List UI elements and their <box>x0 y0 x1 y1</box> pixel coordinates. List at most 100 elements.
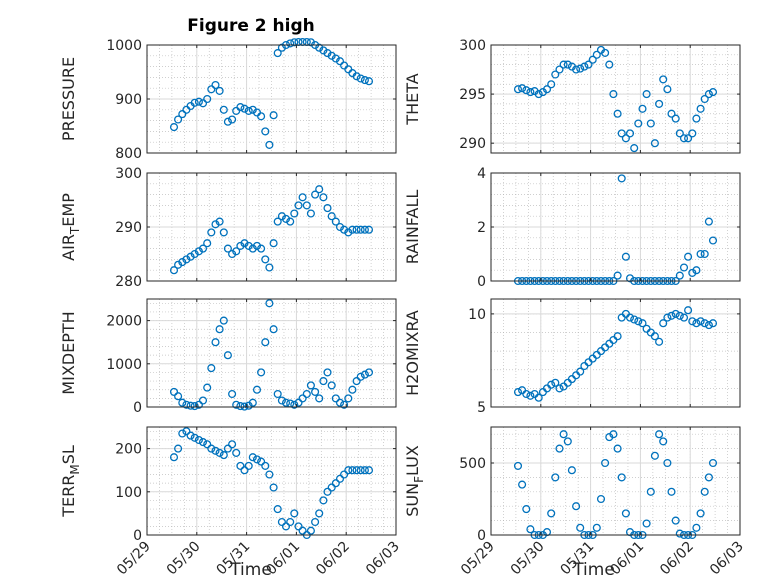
data-point <box>364 77 374 86</box>
data-point <box>302 201 311 210</box>
data-point <box>704 473 713 482</box>
data-point <box>671 516 680 525</box>
data-point <box>692 114 701 123</box>
data-point <box>621 509 630 518</box>
subplot-air-temp: 280 290 300 AIRTEMP <box>59 166 397 290</box>
data-point <box>198 438 208 447</box>
data-point <box>663 458 672 468</box>
data-point <box>207 85 216 94</box>
x-axis-label-left: Time <box>229 560 272 580</box>
data-point <box>315 394 324 403</box>
y-axis-label: MIXDEPTH <box>59 311 78 394</box>
data-point <box>311 387 320 396</box>
data-point <box>269 483 278 492</box>
data-point <box>559 60 568 69</box>
y-tick-label: 5 <box>477 400 486 416</box>
axes-box <box>146 298 397 408</box>
data-point <box>248 398 257 407</box>
data-point <box>257 244 266 253</box>
data-point <box>609 90 618 99</box>
data-point <box>675 311 684 320</box>
data-point <box>178 110 187 119</box>
data-point <box>340 470 349 479</box>
data-point <box>667 487 676 496</box>
subplot-rainfall: 0 2 4 RAINFALL <box>403 166 741 290</box>
data-point <box>298 193 307 202</box>
data-point <box>223 244 232 253</box>
data-point <box>708 458 718 468</box>
data-point <box>223 444 232 453</box>
data-point <box>634 119 643 128</box>
data-point <box>236 461 245 470</box>
axes-box <box>490 44 741 154</box>
data-point <box>551 378 560 387</box>
data-point <box>194 400 203 409</box>
data-point <box>327 212 336 221</box>
data-point <box>174 444 183 453</box>
data-point <box>360 370 369 379</box>
data-point <box>277 517 286 527</box>
data-point <box>211 446 220 455</box>
data-point <box>344 466 353 475</box>
data-point <box>290 400 299 409</box>
x-tick-label: 06/03 <box>707 539 747 579</box>
data-point <box>335 398 345 407</box>
x-tick-label: 05/29 <box>114 539 154 579</box>
data-point <box>169 123 179 132</box>
data-point <box>190 402 199 411</box>
data-point <box>638 104 647 113</box>
axes-box <box>146 426 397 536</box>
data-point <box>348 225 357 234</box>
data-point <box>273 389 282 399</box>
subplot-mixdepth: 0 1000 2000 MIXDEPTH <box>59 298 397 416</box>
data-point <box>244 106 253 115</box>
data-point <box>244 461 253 470</box>
data-point <box>306 526 315 535</box>
y-tick-label: 300 <box>115 166 142 182</box>
data-point <box>671 309 680 318</box>
data-point <box>311 517 320 527</box>
data-point <box>207 364 216 373</box>
data-point <box>215 86 224 95</box>
y-tick-label: 0 <box>477 528 486 544</box>
data-point <box>609 430 618 439</box>
data-point <box>236 103 245 112</box>
data-point <box>704 321 713 330</box>
data-point <box>198 99 208 108</box>
data-point <box>281 398 291 407</box>
data-point <box>605 60 614 69</box>
data-point <box>663 85 672 94</box>
data-point <box>534 90 543 99</box>
axes-box <box>490 298 741 408</box>
data-point <box>169 387 179 396</box>
data-point <box>215 217 224 226</box>
data-point <box>613 444 622 453</box>
data-point <box>634 317 643 326</box>
data-point <box>576 367 585 376</box>
data-point <box>534 393 543 402</box>
data-point <box>692 319 701 328</box>
data-point <box>547 509 556 518</box>
data-point <box>323 368 332 377</box>
data-point <box>704 90 713 99</box>
data-point <box>655 99 664 108</box>
data-point <box>559 430 568 439</box>
data-point <box>302 389 311 399</box>
data-point <box>190 98 199 107</box>
y-tick-label: 0 <box>133 400 142 416</box>
data-point <box>592 50 601 59</box>
y-tick-label: 100 <box>115 485 142 501</box>
data-point <box>356 74 365 83</box>
data-point <box>269 111 278 120</box>
y-axis-label: RAINFALL <box>403 190 422 265</box>
data-point <box>646 119 655 128</box>
data-point <box>331 217 340 226</box>
data-point <box>684 134 693 143</box>
data-point <box>684 252 693 261</box>
data-point <box>352 377 361 386</box>
data-point <box>203 440 212 449</box>
y-axis-label: TERRMSL <box>59 445 82 518</box>
